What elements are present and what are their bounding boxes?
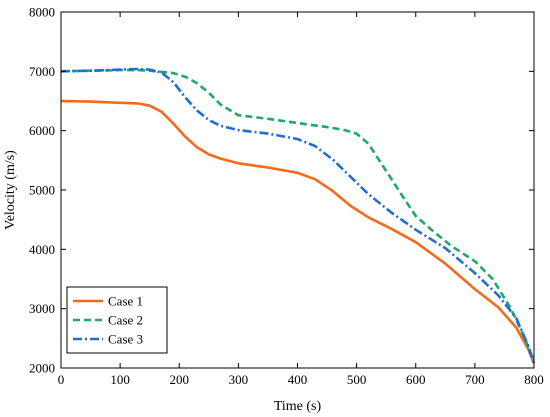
x-tick-label: 700: [465, 372, 485, 387]
legend-label: Case 1: [108, 294, 143, 309]
y-tick-label: 8000: [29, 5, 55, 20]
series-line-case-2: [60, 68, 536, 362]
x-tick-label: 300: [229, 372, 249, 387]
x-tick-label: 400: [288, 372, 308, 387]
legend-box: [66, 286, 168, 354]
series-line-case-3: [60, 67, 536, 365]
legend: Case 1 Case 2 Case 3: [66, 286, 168, 354]
x-tick-label: 500: [347, 372, 367, 387]
tick-labels-layer: 0 100 200 300 400 500 600 700 800 2000 3000 4000 500…: [29, 5, 544, 388]
y-tick-label: 6000: [29, 123, 55, 138]
ticks-layer: [60, 11, 535, 369]
y-tick-label: 4000: [29, 242, 55, 257]
x-tick-label: 0: [58, 372, 65, 387]
x-tick-label: 200: [170, 372, 190, 387]
x-tick-label: 600: [406, 372, 426, 387]
y-axis-title: Velocity (m/s): [3, 150, 18, 230]
x-tick-label: 800: [524, 372, 544, 387]
x-tick-label: 100: [110, 372, 130, 387]
x-axis-title: Time (s): [274, 399, 322, 414]
series-line-case-1: [60, 99, 536, 364]
legend-label: Case 2: [108, 313, 143, 328]
y-tick-label: 7000: [29, 64, 55, 79]
series-layer: [60, 67, 536, 365]
y-tick-label: 2000: [29, 361, 55, 376]
legend-label: Case 3: [108, 332, 143, 347]
y-tick-label: 3000: [29, 301, 55, 316]
y-tick-label: 5000: [29, 183, 55, 198]
